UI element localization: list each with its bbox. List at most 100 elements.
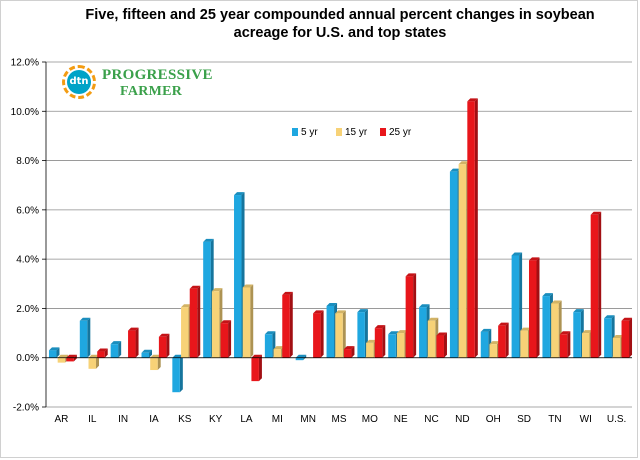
bar-KS-25yr xyxy=(189,285,201,358)
bar-face xyxy=(357,312,365,358)
x-tick-label: IA xyxy=(149,414,159,425)
bar-side xyxy=(567,331,571,358)
bar-KS-5yr xyxy=(172,354,183,393)
y-tick-label: -2.0% xyxy=(13,403,39,414)
bar-top xyxy=(551,300,562,304)
bar-face xyxy=(203,241,211,358)
bar-top xyxy=(158,333,170,337)
bar-side xyxy=(228,320,232,358)
bar-top xyxy=(326,302,338,306)
bar-top xyxy=(220,320,232,324)
bar-MN-25yr xyxy=(313,310,324,358)
bar-face xyxy=(612,338,621,358)
bar-side xyxy=(505,322,509,358)
bar-MI-25yr xyxy=(282,291,293,358)
y-tick-label: 0.0% xyxy=(16,353,39,364)
bar-side xyxy=(289,291,293,358)
bar-side xyxy=(629,317,633,358)
bar-side xyxy=(598,211,602,358)
dtn-progressive-farmer-logo: dtn PROGRESSIVE FARMER xyxy=(62,65,213,105)
bar-IA-15yr xyxy=(150,354,161,371)
bar-face xyxy=(396,333,405,358)
bar-top xyxy=(88,354,100,358)
bar-face xyxy=(48,350,57,358)
bar-top xyxy=(419,304,430,308)
bar-top xyxy=(458,161,470,165)
bar-top xyxy=(542,293,553,297)
x-tick-label: KS xyxy=(178,414,192,425)
bar-face xyxy=(542,296,550,358)
bar-top xyxy=(480,328,492,332)
legend: 5 yr 15 yr 25 yr xyxy=(292,127,412,138)
bar-side xyxy=(413,273,417,358)
y-tick-label: 12.0% xyxy=(11,58,39,69)
bar-face xyxy=(559,334,568,358)
bar-face xyxy=(529,260,537,358)
bar-face xyxy=(335,313,343,358)
legend-label-5yr: 5 yr xyxy=(301,127,318,138)
bar-top xyxy=(128,327,139,331)
bar-top xyxy=(251,354,262,358)
bar-top xyxy=(110,341,122,345)
bar-top xyxy=(427,317,439,321)
bar-IL-25yr xyxy=(97,348,108,358)
x-tick-label: LA xyxy=(240,414,253,425)
bar-top xyxy=(242,284,254,288)
bar-face xyxy=(388,334,396,358)
bar-side xyxy=(96,354,100,369)
bar-top xyxy=(520,327,531,331)
bar-face xyxy=(551,303,559,358)
x-tick-label: MN xyxy=(300,414,316,425)
bar-face xyxy=(66,357,74,362)
bar-top xyxy=(295,354,307,358)
bar-side xyxy=(320,310,324,358)
x-tick-label: MI xyxy=(272,414,283,425)
bar-face xyxy=(172,357,180,393)
bar-face xyxy=(374,328,383,358)
bar-face xyxy=(273,349,282,358)
bar-top xyxy=(282,291,293,295)
bar-top xyxy=(357,309,368,313)
bar-face xyxy=(419,307,427,358)
bar-top xyxy=(150,354,161,358)
bar-top xyxy=(343,346,355,350)
bar-top xyxy=(388,331,399,335)
y-tick-label: 2.0% xyxy=(16,304,39,315)
x-tick-labels: AR IL IN IA KS KY LA MI MN MS MO NE NC ND OH SD TN WI U.S. xyxy=(54,414,626,425)
bar-side xyxy=(382,325,386,358)
bar-IL-5yr xyxy=(79,317,91,358)
bar-face xyxy=(79,320,88,358)
bar-face xyxy=(436,335,444,358)
x-tick-label: AR xyxy=(54,414,68,425)
bar-face xyxy=(242,287,251,358)
bar-face xyxy=(110,344,119,358)
bar-MS-15yr xyxy=(335,310,346,358)
bar-top xyxy=(529,257,540,261)
bar-top xyxy=(234,192,245,196)
bar-face xyxy=(520,330,528,358)
bar-top xyxy=(172,354,183,358)
bar-SD-25yr xyxy=(529,257,540,358)
bar-side xyxy=(179,354,183,393)
bar-top xyxy=(498,322,509,326)
bar-top xyxy=(604,315,615,319)
x-tick-label: IN xyxy=(118,414,128,425)
bar-side xyxy=(474,98,478,358)
bar-face xyxy=(189,288,198,358)
bar-face xyxy=(343,349,352,358)
bar-top xyxy=(48,347,60,351)
bar-top xyxy=(573,309,584,313)
bar-side xyxy=(351,346,355,358)
x-tick-label: MO xyxy=(362,414,378,425)
axes xyxy=(42,61,632,408)
chart-title: Five, fifteen and 25 year compounded ann… xyxy=(60,6,620,42)
bar-face xyxy=(295,357,304,361)
bar-face xyxy=(313,313,321,358)
bar-face xyxy=(211,291,220,358)
bar-top xyxy=(405,273,417,277)
y-tick-label: 10.0% xyxy=(11,107,39,118)
bar-face xyxy=(458,164,467,358)
bar-face xyxy=(88,357,97,369)
x-tick-label: IL xyxy=(88,414,97,425)
